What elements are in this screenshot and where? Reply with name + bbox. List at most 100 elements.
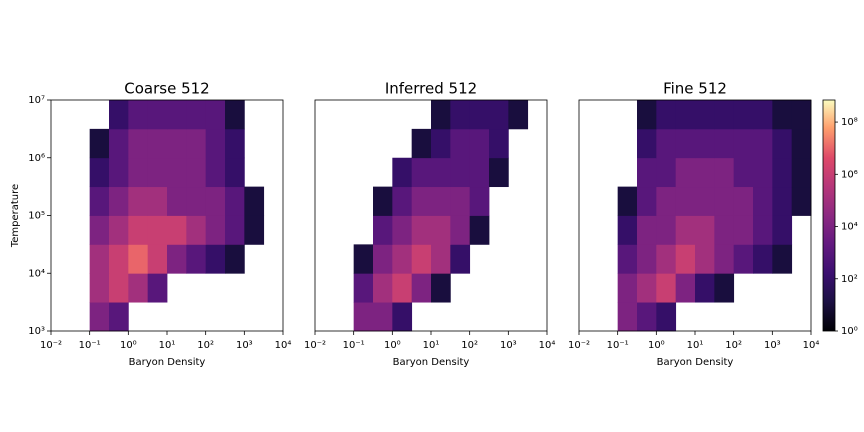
hist-cell — [617, 273, 638, 303]
colorbar-tick-label: 10² — [841, 274, 858, 285]
x-tick-label: 10² — [725, 340, 742, 351]
hist-cell — [373, 302, 393, 332]
hist-cell — [695, 244, 715, 274]
x-tick-label: 10¹ — [687, 340, 704, 351]
hist-cell — [128, 273, 149, 303]
colorbar-tick-label: 10⁰ — [841, 326, 858, 337]
hist-cell — [89, 244, 110, 274]
chart-title: Coarse 512 — [124, 80, 209, 98]
hist-cell — [167, 128, 187, 159]
hist-cell — [147, 273, 168, 303]
x-tick-label: 10⁻² — [568, 340, 590, 351]
hist-cell — [637, 157, 657, 188]
hist-cell — [637, 100, 657, 130]
hist-cell — [656, 244, 677, 274]
hist-cell — [353, 302, 374, 332]
hist-cell — [431, 128, 451, 159]
hist-cell — [147, 157, 168, 188]
hist-cell — [791, 100, 812, 130]
hist-cell — [791, 128, 812, 159]
hist-cell — [392, 302, 413, 332]
hist-cell — [450, 215, 471, 245]
x-tick-label: 10⁻² — [40, 340, 62, 351]
colorbar — [822, 99, 836, 332]
hist-cell — [225, 128, 245, 159]
hist-cell — [225, 100, 245, 130]
hist-cell — [489, 100, 509, 130]
hist-cell — [791, 157, 812, 188]
hist-cell — [109, 100, 129, 130]
hist-cell — [186, 157, 207, 188]
hist-cell — [431, 244, 451, 274]
hist-cell — [225, 244, 245, 274]
hist-cell — [373, 244, 393, 274]
hist-cell — [714, 244, 735, 274]
hist-cell — [128, 100, 149, 130]
hist-cell — [431, 100, 451, 130]
hist-cell — [695, 186, 715, 216]
x-tick-label: 10⁴ — [275, 340, 292, 351]
hist-cell — [109, 186, 129, 216]
hist-cell — [656, 128, 677, 159]
hist-cell — [675, 100, 696, 130]
hist-cell — [656, 302, 677, 332]
hist-cell — [637, 244, 657, 274]
hist-cell — [695, 215, 715, 245]
hist-cell — [411, 273, 432, 303]
hist-cell — [109, 273, 129, 303]
hist-cell — [675, 273, 696, 303]
hist-cell — [373, 273, 393, 303]
hist-cell — [489, 157, 509, 188]
hist-cell — [753, 244, 773, 274]
x-tick-label: 10² — [197, 340, 214, 351]
colorbar-tick-label: 10⁴ — [841, 222, 858, 233]
hist-cell — [89, 186, 110, 216]
hist-cell — [753, 100, 773, 130]
hist-cell — [411, 186, 432, 216]
hist-cell — [392, 244, 413, 274]
hist-cell — [411, 157, 432, 188]
hist-cell — [392, 215, 413, 245]
hist-cell — [205, 128, 226, 159]
hist-cell — [675, 186, 696, 216]
hist-cell — [637, 215, 657, 245]
hist-cell — [392, 273, 413, 303]
hist-cell — [205, 215, 226, 245]
x-tick-label: 10⁴ — [539, 340, 556, 351]
x-tick-label: 10³ — [236, 340, 253, 351]
hist-cell — [508, 100, 529, 130]
chart-title: Inferred 512 — [385, 80, 477, 98]
hist-cell — [656, 100, 677, 130]
hist-cell — [373, 215, 393, 245]
x-axis-label: Baryon Density — [129, 357, 206, 368]
hist-cell — [147, 100, 168, 130]
x-tick-label: 10⁰ — [120, 340, 137, 351]
hist-cell — [186, 128, 207, 159]
hist-cell — [450, 244, 471, 274]
hist-cell — [675, 128, 696, 159]
x-tick-label: 10² — [461, 340, 478, 351]
hist-cell — [167, 244, 187, 274]
hist-cell — [733, 100, 754, 130]
hist-cell — [772, 157, 793, 188]
y-tick-label: 10⁴ — [28, 268, 45, 279]
hist-cell — [205, 244, 226, 274]
hist-cell — [205, 100, 226, 130]
hist-cell — [695, 157, 715, 188]
hist-cell — [411, 215, 432, 245]
hist-cell — [353, 273, 374, 303]
hist-cell — [733, 215, 754, 245]
hist-cell — [109, 302, 129, 332]
hist-cell — [753, 215, 773, 245]
hist-cell — [353, 244, 374, 274]
hist-cell — [431, 157, 451, 188]
hist-cell — [392, 157, 413, 188]
hist-cell — [128, 215, 149, 245]
hist-cell — [617, 244, 638, 274]
hist-cell — [411, 128, 432, 159]
hist-cell — [109, 244, 129, 274]
hist-cell — [617, 186, 638, 216]
hist-cell — [147, 186, 168, 216]
hist-cell — [411, 244, 432, 274]
